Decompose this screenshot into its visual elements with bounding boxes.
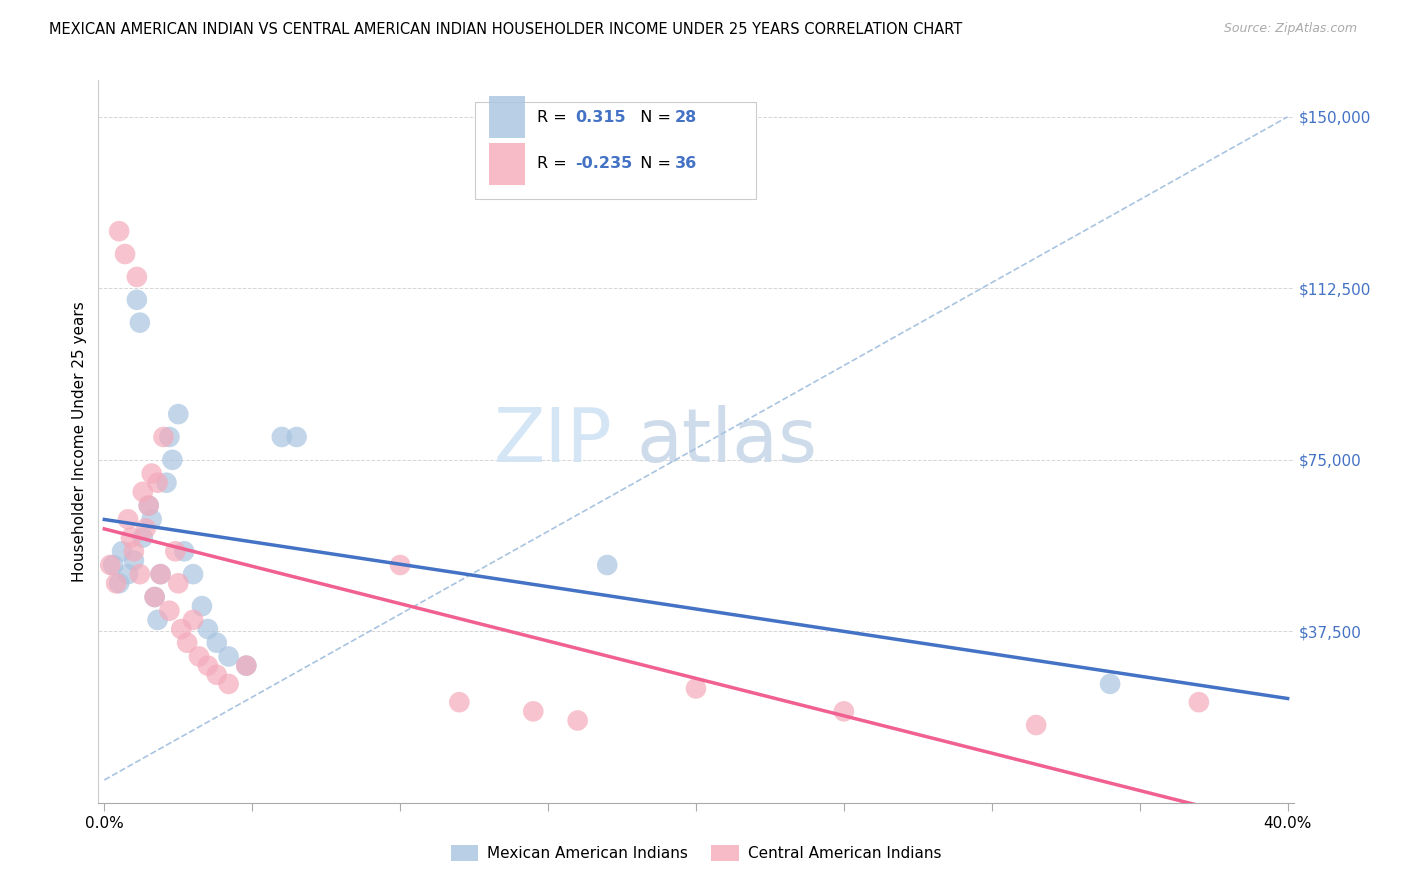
Point (522, 704, 544, 718)
Point (167, 576, 190, 591)
Point (146, 613, 169, 627)
Point (128, 567, 150, 582)
Text: -0.235: -0.235 (575, 156, 633, 171)
Text: Source: ZipAtlas.com: Source: ZipAtlas.com (1223, 22, 1357, 36)
Point (103, 558, 125, 572)
Point (111, 544, 134, 558)
Point (132, 484, 155, 499)
Point (138, 499, 160, 513)
Point (125, 269, 148, 284)
Point (146, 475, 169, 490)
Point (218, 649, 240, 664)
Point (205, 636, 228, 650)
Legend: Mexican American Indians, Central American Indians: Mexican American Indians, Central Americ… (444, 839, 948, 867)
Text: 0.315: 0.315 (575, 110, 626, 125)
Point (122, 544, 145, 558)
Point (191, 599, 214, 614)
Point (157, 604, 180, 618)
Point (685, 681, 707, 696)
Point (128, 316, 150, 330)
Point (141, 467, 163, 481)
Point (165, 544, 187, 558)
Point (181, 567, 204, 582)
Y-axis label: Householder Income Under 25 years: Householder Income Under 25 years (72, 301, 87, 582)
Text: N =: N = (630, 156, 676, 171)
Point (176, 636, 198, 650)
Point (1025, 718, 1047, 732)
FancyBboxPatch shape (489, 96, 524, 138)
Text: ZIP: ZIP (494, 405, 613, 478)
Point (141, 512, 163, 526)
Point (596, 558, 619, 572)
Point (449, 695, 471, 709)
Point (162, 453, 184, 467)
Point (149, 567, 172, 582)
Text: N =: N = (630, 110, 676, 125)
Point (170, 622, 193, 636)
Point (108, 224, 131, 238)
Point (235, 658, 257, 673)
Point (117, 512, 139, 526)
Point (149, 567, 172, 582)
Point (135, 521, 157, 535)
Point (138, 499, 160, 513)
Point (157, 430, 180, 444)
Point (389, 558, 412, 572)
Point (143, 590, 166, 604)
Point (832, 704, 855, 718)
Point (270, 430, 292, 444)
Point (108, 576, 131, 591)
FancyBboxPatch shape (475, 102, 756, 200)
Text: R =: R = (537, 156, 572, 171)
Point (218, 677, 240, 691)
Point (285, 430, 308, 444)
Text: R =: R = (537, 110, 572, 125)
Point (120, 531, 142, 545)
Point (105, 576, 128, 591)
Point (167, 407, 190, 421)
Point (125, 293, 148, 307)
Point (152, 430, 174, 444)
Point (1099, 677, 1122, 691)
Text: MEXICAN AMERICAN INDIAN VS CENTRAL AMERICAN INDIAN HOUSEHOLDER INCOME UNDER 25 Y: MEXICAN AMERICAN INDIAN VS CENTRAL AMERI… (49, 22, 963, 37)
Text: atlas: atlas (637, 405, 817, 478)
Point (143, 590, 166, 604)
Point (122, 553, 145, 567)
Point (197, 658, 219, 673)
Text: 36: 36 (675, 156, 697, 171)
Point (1188, 695, 1211, 709)
Text: 28: 28 (675, 110, 697, 125)
Point (205, 667, 228, 681)
Point (117, 567, 139, 582)
Point (155, 475, 177, 490)
Point (188, 649, 211, 664)
Point (235, 658, 257, 673)
Point (181, 613, 204, 627)
FancyBboxPatch shape (489, 143, 524, 185)
Point (197, 622, 219, 636)
Point (114, 247, 136, 261)
Point (567, 714, 589, 728)
Point (98, 558, 121, 572)
Point (132, 531, 155, 545)
Point (173, 544, 195, 558)
